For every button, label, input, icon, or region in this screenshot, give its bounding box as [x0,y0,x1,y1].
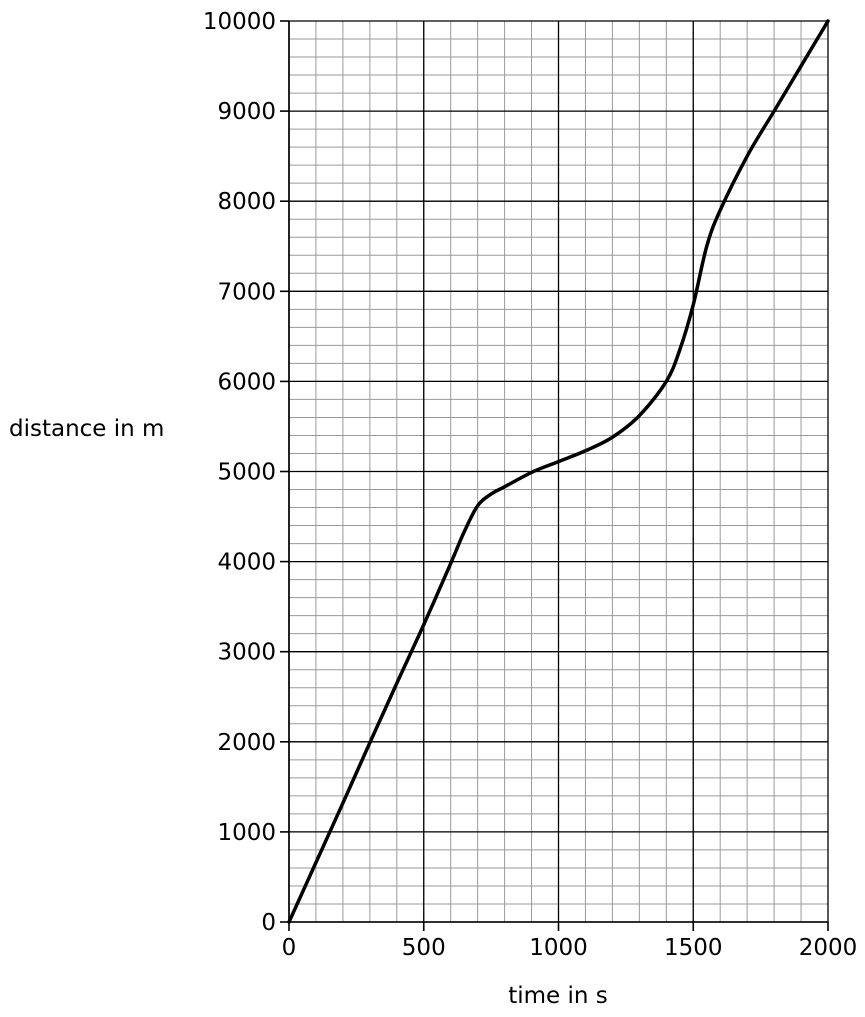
x-tick-label: 500 [402,935,446,961]
x-tick-labels: 0 500 1000 1500 2000 [282,935,858,961]
y-tick-label: 4000 [217,550,276,576]
y-tick-label: 7000 [217,279,276,305]
x-tick-label: 2000 [799,935,858,961]
x-tick-label: 1500 [664,935,723,961]
y-tick-label: 8000 [217,189,276,215]
y-tick-label: 5000 [217,460,276,486]
y-tick-labels: 0 1000 2000 3000 4000 5000 6000 7000 8000 9000 100… [203,9,276,936]
y-tick-label: 3000 [217,640,276,666]
distance-time-curve [287,19,830,924]
series-group [287,19,830,924]
tick-marks [280,20,829,931]
y-axis-title: distance in m [9,416,164,442]
y-tick-label: 2000 [217,730,276,756]
x-tick-label: 0 [282,935,297,961]
y-tick-label: 0 [261,910,276,936]
x-axis-title: time in s [508,983,608,1009]
y-tick-label: 9000 [217,99,276,125]
y-tick-label: 6000 [217,369,276,395]
x-tick-label: 1000 [529,935,588,961]
y-tick-label: 10000 [203,9,276,35]
y-tick-label: 1000 [217,820,276,846]
